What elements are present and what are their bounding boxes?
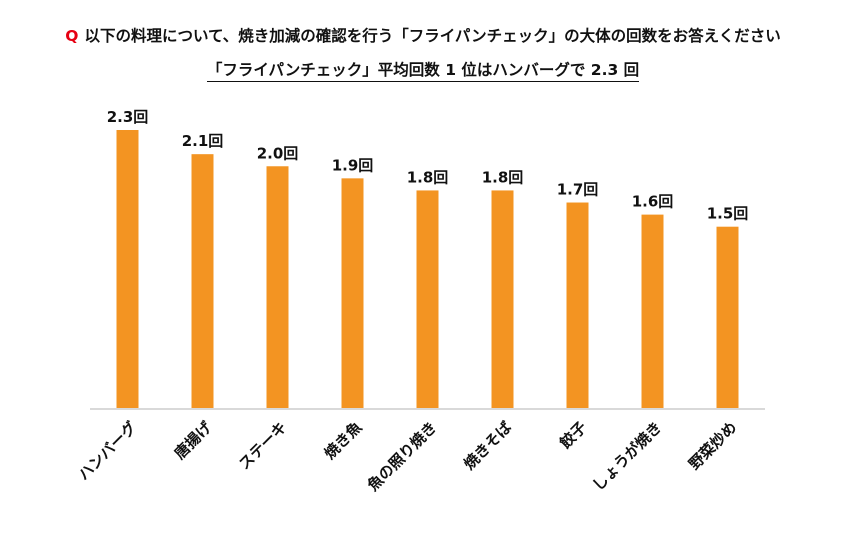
bar — [191, 154, 214, 408]
x-tick-label: ステーキ — [235, 418, 290, 473]
data-label: 1.8回 — [482, 168, 524, 186]
bar — [491, 190, 514, 408]
bar — [116, 130, 139, 408]
data-label: 1.6回 — [632, 193, 674, 211]
data-label: 2.1回 — [182, 132, 224, 150]
bar — [566, 202, 589, 408]
x-tick-label: 焼きそば — [460, 418, 515, 473]
data-label: 1.9回 — [332, 156, 374, 174]
x-tick-label: 野菜炒め — [685, 418, 740, 473]
bar — [416, 190, 439, 408]
subtitle-text: 「フライパンチェック」平均回数 1 位はハンバーグで 2.3 回 — [206, 61, 640, 82]
question-text: 以下の料理について、焼き加減の確認を行う「フライパンチェック」の大体の回数をお答… — [84, 27, 781, 45]
x-tick-label: 魚の照り焼き — [364, 418, 440, 494]
chart-question: Q 以下の料理について、焼き加減の確認を行う「フライパンチェック」の大体の回数をお… — [0, 24, 846, 46]
data-label: 1.5回 — [707, 205, 749, 223]
x-tick-label: しょうが焼き — [589, 418, 665, 494]
data-label: 2.3回 — [107, 108, 149, 126]
x-tick-label: 焼き魚 — [321, 418, 366, 463]
chart-subtitle: 「フライパンチェック」平均回数 1 位はハンバーグで 2.3 回 — [0, 58, 846, 82]
data-label: 1.7回 — [557, 181, 599, 199]
bar — [641, 214, 664, 408]
data-label: 1.8回 — [407, 168, 449, 186]
bar — [266, 166, 289, 408]
x-tick-label: 唐揚げ — [171, 417, 216, 462]
bar — [341, 178, 364, 408]
q-mark: Q — [65, 27, 79, 45]
x-tick-label: ハンバーグ — [75, 418, 141, 484]
x-tick-label: 餃子 — [556, 418, 590, 452]
bar — [716, 226, 739, 408]
data-label: 2.0回 — [257, 144, 299, 162]
